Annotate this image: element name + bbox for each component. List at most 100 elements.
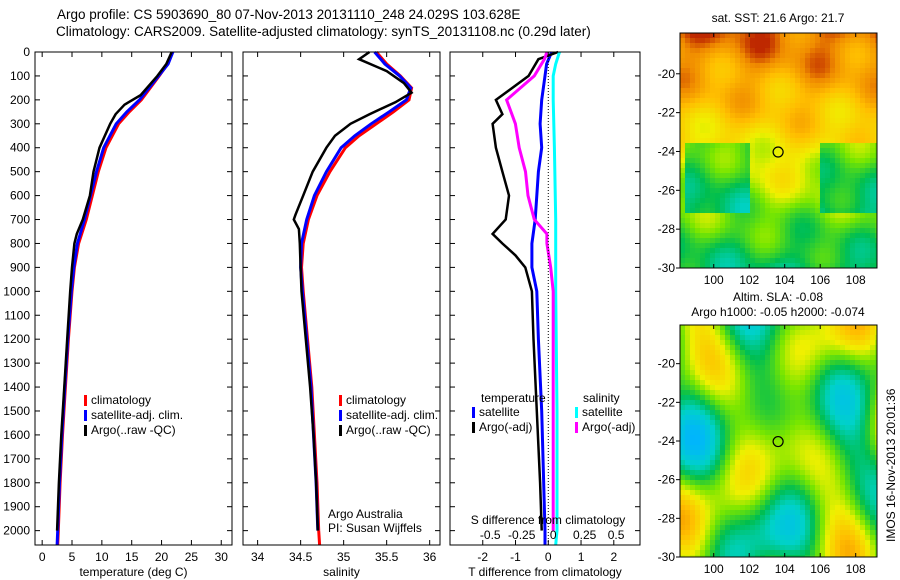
x-tick-label: 35 xyxy=(337,550,351,564)
map-cell xyxy=(765,83,770,88)
map-cell xyxy=(705,238,710,243)
map-cell xyxy=(750,435,755,440)
map-cell xyxy=(875,375,877,380)
map-cell xyxy=(795,228,800,233)
map-cell xyxy=(690,350,695,355)
map-cell xyxy=(750,460,755,465)
map-cell xyxy=(870,390,875,395)
map-cell xyxy=(830,223,835,228)
map-cell xyxy=(725,203,730,208)
map-cell xyxy=(755,545,760,550)
map-cell xyxy=(805,258,810,263)
map-cell xyxy=(845,133,850,138)
map-cell xyxy=(835,370,840,375)
map-cell xyxy=(755,43,760,48)
map-cell xyxy=(725,53,730,58)
map-cell xyxy=(825,58,830,63)
map-cell xyxy=(685,253,690,258)
map-cell xyxy=(795,198,800,203)
map-cell xyxy=(755,118,760,123)
map-cell xyxy=(840,198,845,203)
map-cell xyxy=(755,555,760,557)
map-cell xyxy=(865,460,870,465)
salinity-legend-swatch xyxy=(339,410,342,421)
map-cell xyxy=(790,420,795,425)
map-cell xyxy=(815,355,820,360)
temperature-legend-swatch xyxy=(84,410,87,421)
map-cell xyxy=(775,395,780,400)
map-cell xyxy=(795,390,800,395)
map-cell xyxy=(730,540,735,545)
map-cell xyxy=(860,480,865,485)
map-cell xyxy=(745,178,750,183)
map-cell xyxy=(800,355,805,360)
map-cell xyxy=(765,88,770,93)
map-cell xyxy=(845,415,850,420)
map-cell xyxy=(770,555,775,557)
map-cell xyxy=(865,168,870,173)
map-cell xyxy=(825,208,830,213)
map-cell xyxy=(840,183,845,188)
map-cell xyxy=(740,350,745,355)
map-cell xyxy=(680,325,685,330)
map-cell xyxy=(875,188,877,193)
map-cell xyxy=(830,415,835,420)
map-cell xyxy=(695,430,700,435)
map-cell xyxy=(715,365,720,370)
map-cell xyxy=(680,68,685,73)
map-cell xyxy=(870,103,875,108)
map-cell xyxy=(865,335,870,340)
map-y-tick-label: -22 xyxy=(658,395,676,409)
x-tick-label: 25 xyxy=(185,550,199,564)
map-cell xyxy=(845,475,850,480)
map-cell xyxy=(765,138,770,143)
map-cell xyxy=(805,550,810,555)
map-cell xyxy=(865,133,870,138)
map-cell xyxy=(705,555,710,557)
map-cell xyxy=(840,345,845,350)
map-cell xyxy=(765,158,770,163)
map-cell xyxy=(805,78,810,83)
map-cell xyxy=(875,370,877,375)
map-cell xyxy=(755,365,760,370)
map-cell xyxy=(720,88,725,93)
map-cell xyxy=(780,258,785,263)
map-cell xyxy=(720,38,725,43)
map-cell xyxy=(770,113,775,118)
map-cell xyxy=(790,350,795,355)
map-cell xyxy=(850,420,855,425)
map-cell xyxy=(725,138,730,143)
map-cell xyxy=(795,425,800,430)
map-cell xyxy=(870,380,875,385)
map-cell xyxy=(835,248,840,253)
map-cell xyxy=(710,370,715,375)
map-cell xyxy=(700,420,705,425)
map-cell xyxy=(835,345,840,350)
map-cell xyxy=(740,53,745,58)
map-cell xyxy=(785,380,790,385)
map-cell xyxy=(830,450,835,455)
map-cell xyxy=(775,153,780,158)
map-cell xyxy=(685,555,690,557)
map-cell xyxy=(805,370,810,375)
map-cell xyxy=(805,325,810,330)
map-cell xyxy=(740,63,745,68)
map-cell xyxy=(750,470,755,475)
map-cell xyxy=(780,360,785,365)
map-cell xyxy=(800,68,805,73)
map-cell xyxy=(850,385,855,390)
map-cell xyxy=(745,93,750,98)
map-cell xyxy=(775,178,780,183)
map-cell xyxy=(795,455,800,460)
map-cell xyxy=(800,183,805,188)
map-cell xyxy=(860,163,865,168)
argo-position-marker xyxy=(772,435,784,448)
map-cell xyxy=(860,420,865,425)
map-cell xyxy=(690,233,695,238)
map-cell xyxy=(705,168,710,173)
map-cell xyxy=(685,535,690,540)
map-cell xyxy=(790,335,795,340)
map-cell xyxy=(770,128,775,133)
map-cell xyxy=(765,480,770,485)
map-cell xyxy=(800,480,805,485)
